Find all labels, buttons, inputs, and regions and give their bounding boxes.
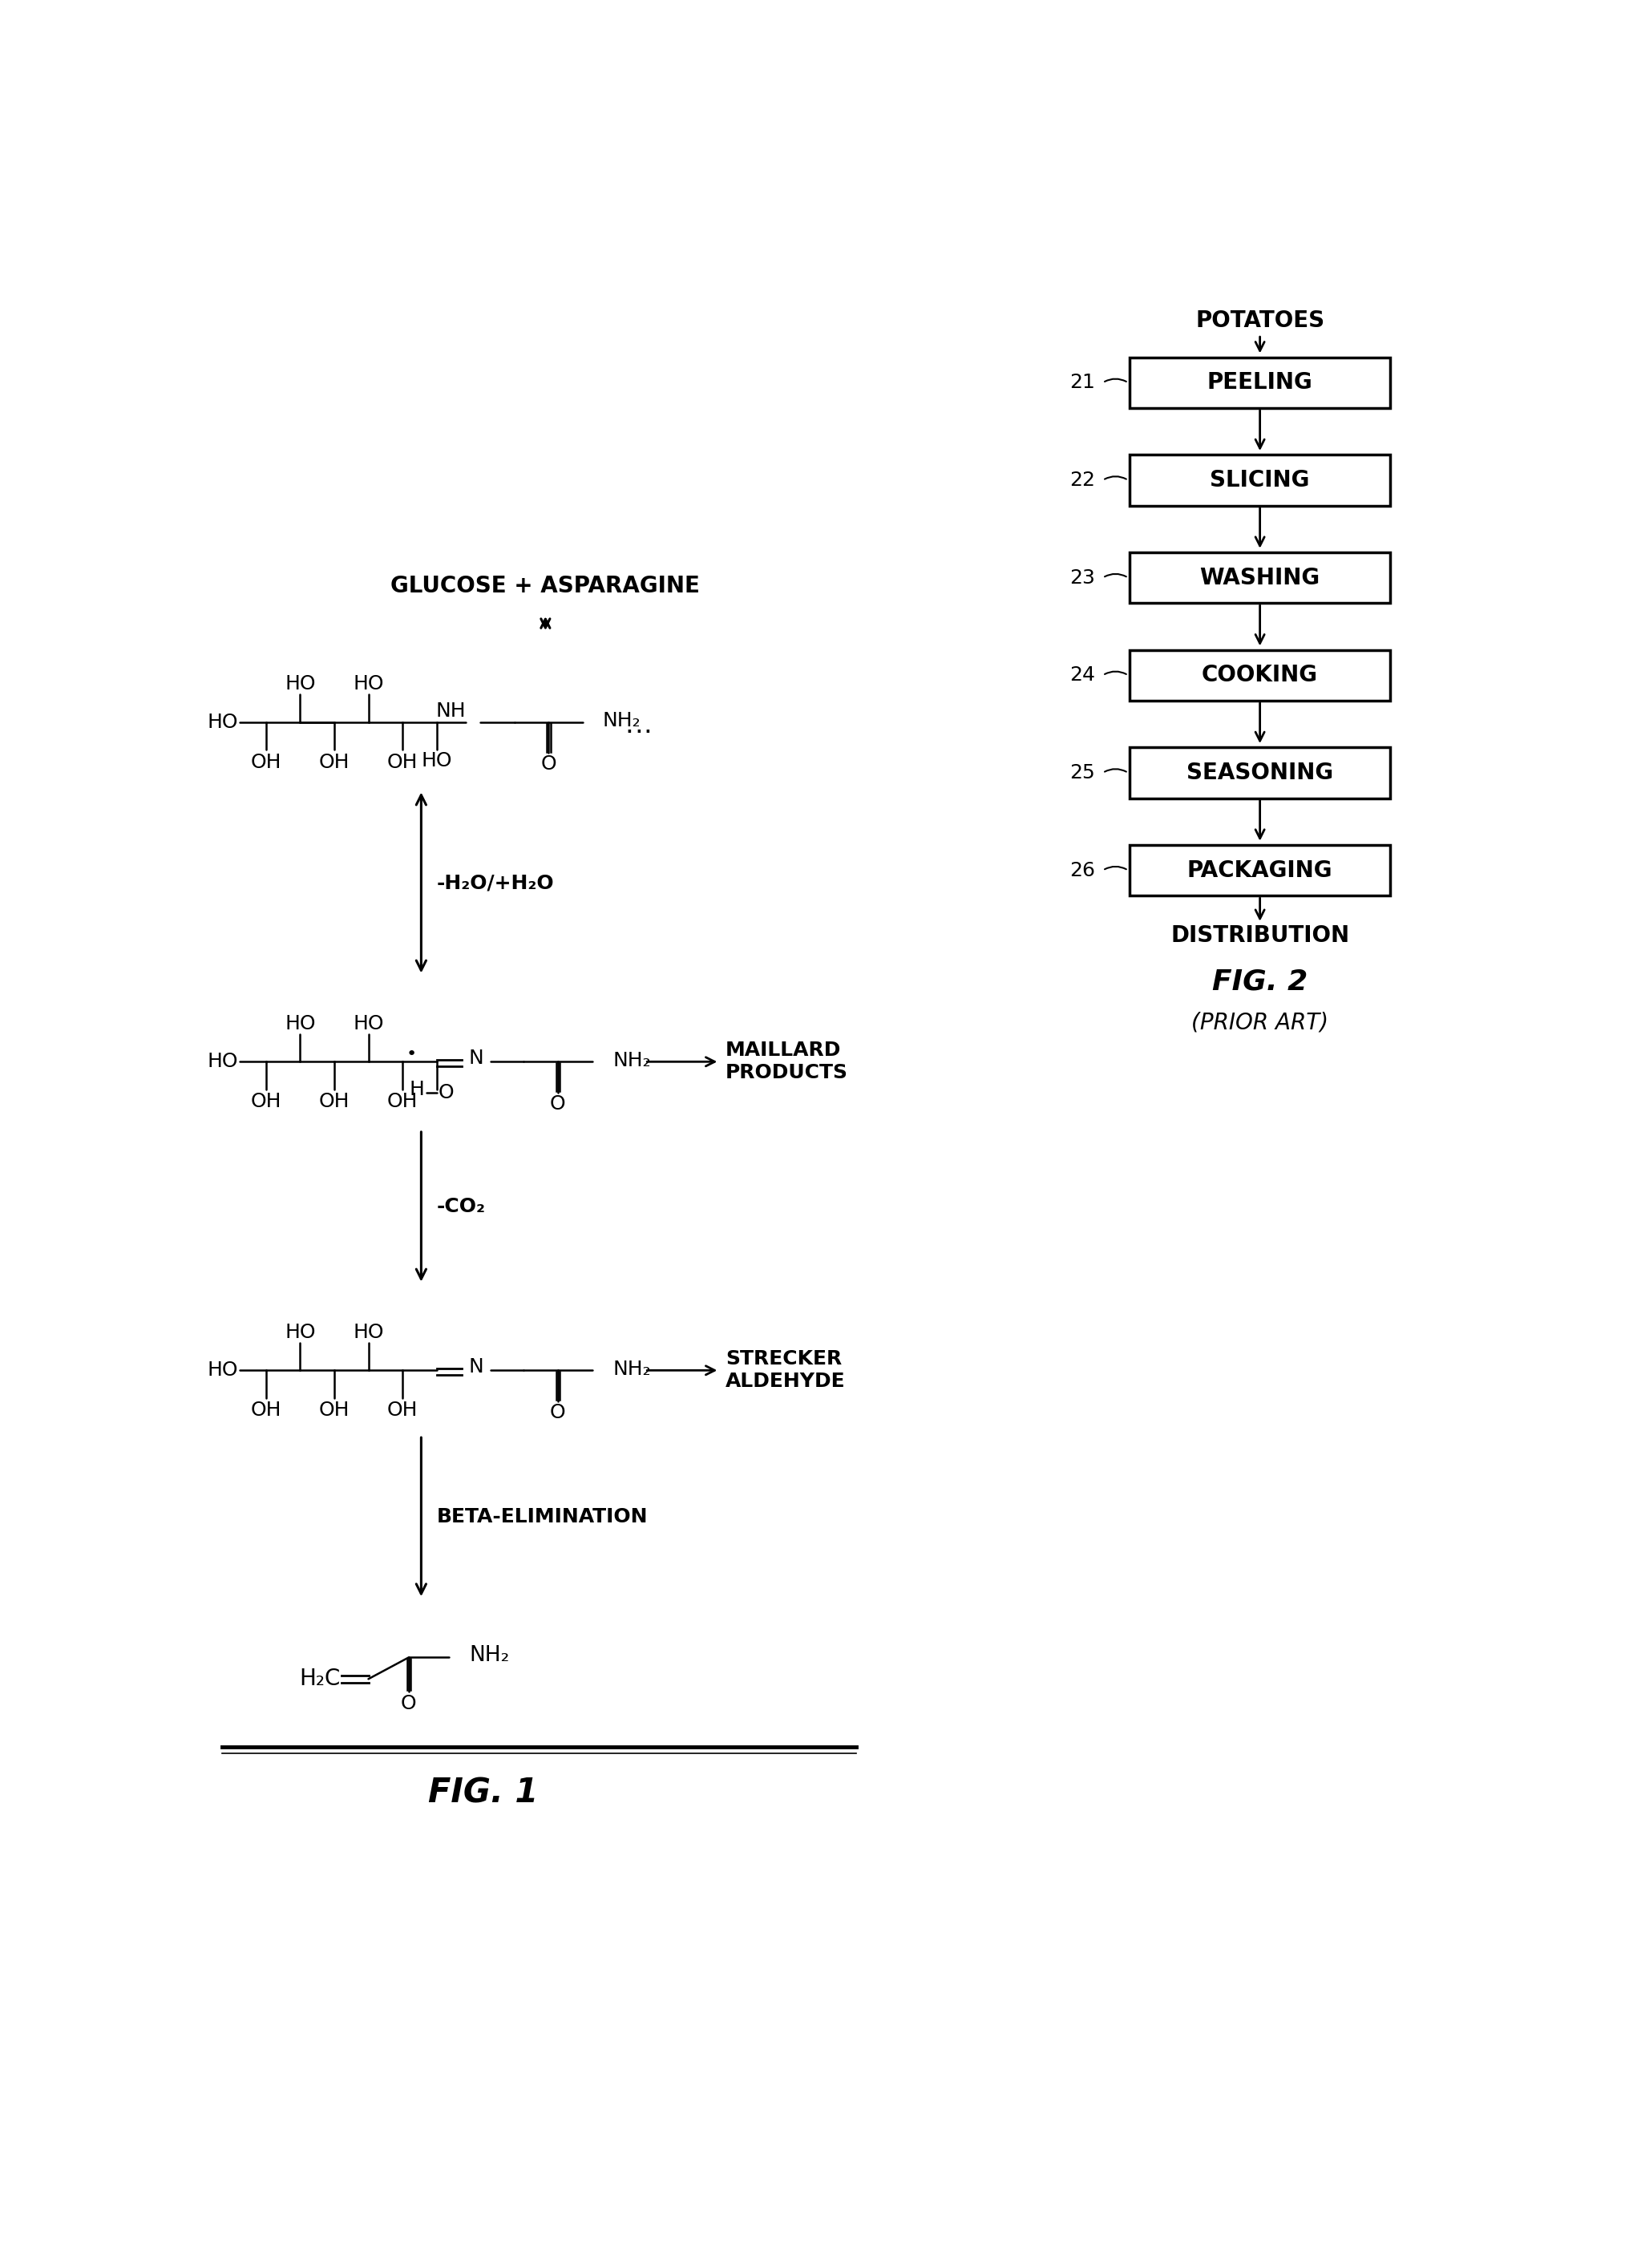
Text: HO: HO xyxy=(353,1014,383,1032)
Text: 26: 26 xyxy=(1069,862,1095,880)
Text: GLUCOSE + ASPARAGINE: GLUCOSE + ASPARAGINE xyxy=(391,576,700,596)
Text: OH: OH xyxy=(388,1093,417,1111)
Text: (PRIOR ART): (PRIOR ART) xyxy=(1191,1012,1328,1034)
Text: HO: HO xyxy=(420,751,451,771)
Text: O: O xyxy=(549,1402,565,1422)
Text: HO: HO xyxy=(207,712,238,733)
Text: NH₂: NH₂ xyxy=(613,1359,650,1379)
Text: N: N xyxy=(468,1359,484,1377)
Text: OH: OH xyxy=(251,1402,282,1420)
Text: HO: HO xyxy=(207,1052,238,1070)
Text: H₂C: H₂C xyxy=(300,1667,340,1690)
Text: NH₂: NH₂ xyxy=(613,1050,650,1070)
Text: OH: OH xyxy=(251,1093,282,1111)
Text: .: . xyxy=(624,712,634,739)
Text: DISTRIBUTION: DISTRIBUTION xyxy=(1170,925,1349,948)
Text: O: O xyxy=(541,755,555,773)
Text: -CO₂: -CO₂ xyxy=(437,1198,485,1216)
Text: •: • xyxy=(406,1046,417,1061)
Text: 25: 25 xyxy=(1069,762,1095,782)
Text: NH₂: NH₂ xyxy=(469,1644,510,1667)
Text: HO: HO xyxy=(285,674,316,694)
Text: OH: OH xyxy=(388,1402,417,1420)
Bar xyxy=(1129,553,1390,603)
Text: -H₂O/+H₂O: -H₂O/+H₂O xyxy=(437,873,554,891)
Text: 22: 22 xyxy=(1069,469,1095,490)
Text: HO: HO xyxy=(207,1361,238,1379)
Text: O: O xyxy=(401,1694,417,1712)
Bar xyxy=(1129,651,1390,701)
Text: STRECKER
ALDEHYDE: STRECKER ALDEHYDE xyxy=(725,1349,845,1390)
Text: .: . xyxy=(643,712,652,739)
Text: 24: 24 xyxy=(1069,665,1095,685)
Text: N: N xyxy=(468,1050,484,1068)
Text: O: O xyxy=(549,1093,565,1114)
Text: MAILLARD
PRODUCTS: MAILLARD PRODUCTS xyxy=(725,1041,847,1082)
Text: OH: OH xyxy=(251,753,282,771)
Bar xyxy=(1129,846,1390,896)
Text: OH: OH xyxy=(319,1093,350,1111)
Text: HO: HO xyxy=(353,1322,383,1343)
Text: 21: 21 xyxy=(1069,372,1095,392)
Text: PEELING: PEELING xyxy=(1207,372,1311,395)
Bar xyxy=(1129,456,1390,506)
Text: FIG. 1: FIG. 1 xyxy=(428,1776,538,1810)
Text: POTATOES: POTATOES xyxy=(1194,311,1324,331)
Text: FIG. 2: FIG. 2 xyxy=(1212,968,1306,996)
Text: SLICING: SLICING xyxy=(1209,469,1310,492)
Bar xyxy=(1129,748,1390,798)
Text: OH: OH xyxy=(319,1402,350,1420)
Text: H: H xyxy=(409,1080,424,1100)
Text: HO: HO xyxy=(353,674,383,694)
Text: WASHING: WASHING xyxy=(1199,567,1319,590)
Bar xyxy=(1129,358,1390,408)
Text: SEASONING: SEASONING xyxy=(1186,762,1333,785)
Text: NH₂: NH₂ xyxy=(603,712,640,730)
Text: O: O xyxy=(438,1082,453,1102)
Text: .: . xyxy=(634,712,642,739)
Text: BETA-ELIMINATION: BETA-ELIMINATION xyxy=(437,1508,648,1526)
Text: OH: OH xyxy=(388,753,417,771)
Text: COOKING: COOKING xyxy=(1201,665,1318,687)
Text: HO: HO xyxy=(285,1322,316,1343)
Text: OH: OH xyxy=(319,753,350,771)
Text: NH: NH xyxy=(435,701,466,721)
Text: 23: 23 xyxy=(1069,567,1095,587)
Text: PACKAGING: PACKAGING xyxy=(1186,860,1333,882)
Text: HO: HO xyxy=(285,1014,316,1032)
